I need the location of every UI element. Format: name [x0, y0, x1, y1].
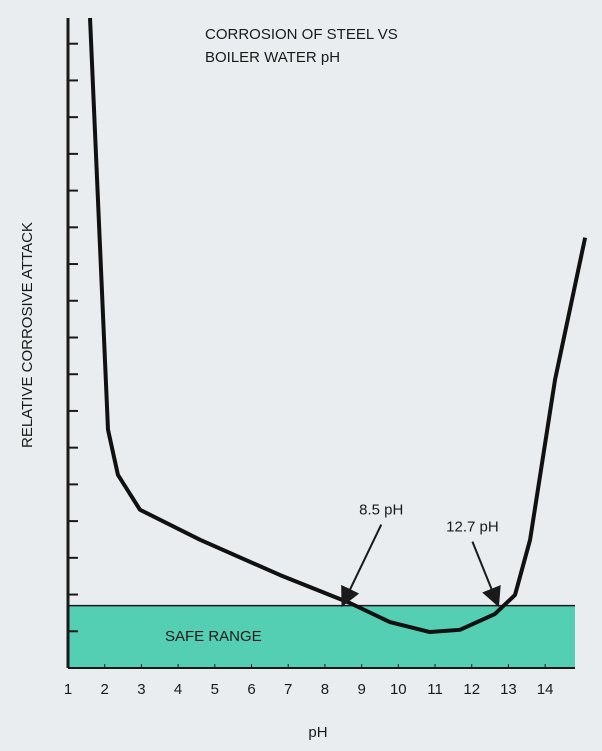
x-tick-label: 3	[137, 681, 145, 698]
x-tick-label: 8	[321, 681, 329, 698]
x-tick-label: 13	[500, 681, 517, 698]
safe-band	[68, 605, 575, 668]
x-tick-label: 14	[537, 681, 554, 698]
x-tick-label: 12	[463, 681, 480, 698]
chart-title: BOILER WATER pH	[205, 49, 340, 66]
x-tick-label: 7	[284, 681, 292, 698]
annotation-label: 8.5 pH	[359, 502, 403, 519]
x-tick-label: 9	[357, 681, 365, 698]
x-tick-label: 1	[64, 681, 72, 698]
annotation-label: 12.7 pH	[446, 519, 499, 536]
x-axis-label: pH	[308, 724, 327, 741]
y-axis-label: RELATIVE CORROSIVE ATTACK	[19, 222, 36, 448]
curve	[88, 17, 588, 635]
x-tick-label: 4	[174, 681, 182, 698]
x-tick-label: 2	[101, 681, 109, 698]
annotation-arrow	[471, 541, 501, 608]
chart-title: CORROSION OF STEEL VS	[205, 26, 398, 43]
x-tick-label: 11	[427, 681, 443, 698]
x-tick-label: 10	[390, 681, 407, 698]
annotation-arrow	[341, 524, 383, 608]
x-tick-label: 5	[211, 681, 219, 698]
x-tick-label: 6	[247, 681, 255, 698]
band-label: SAFE RANGE	[165, 628, 262, 645]
